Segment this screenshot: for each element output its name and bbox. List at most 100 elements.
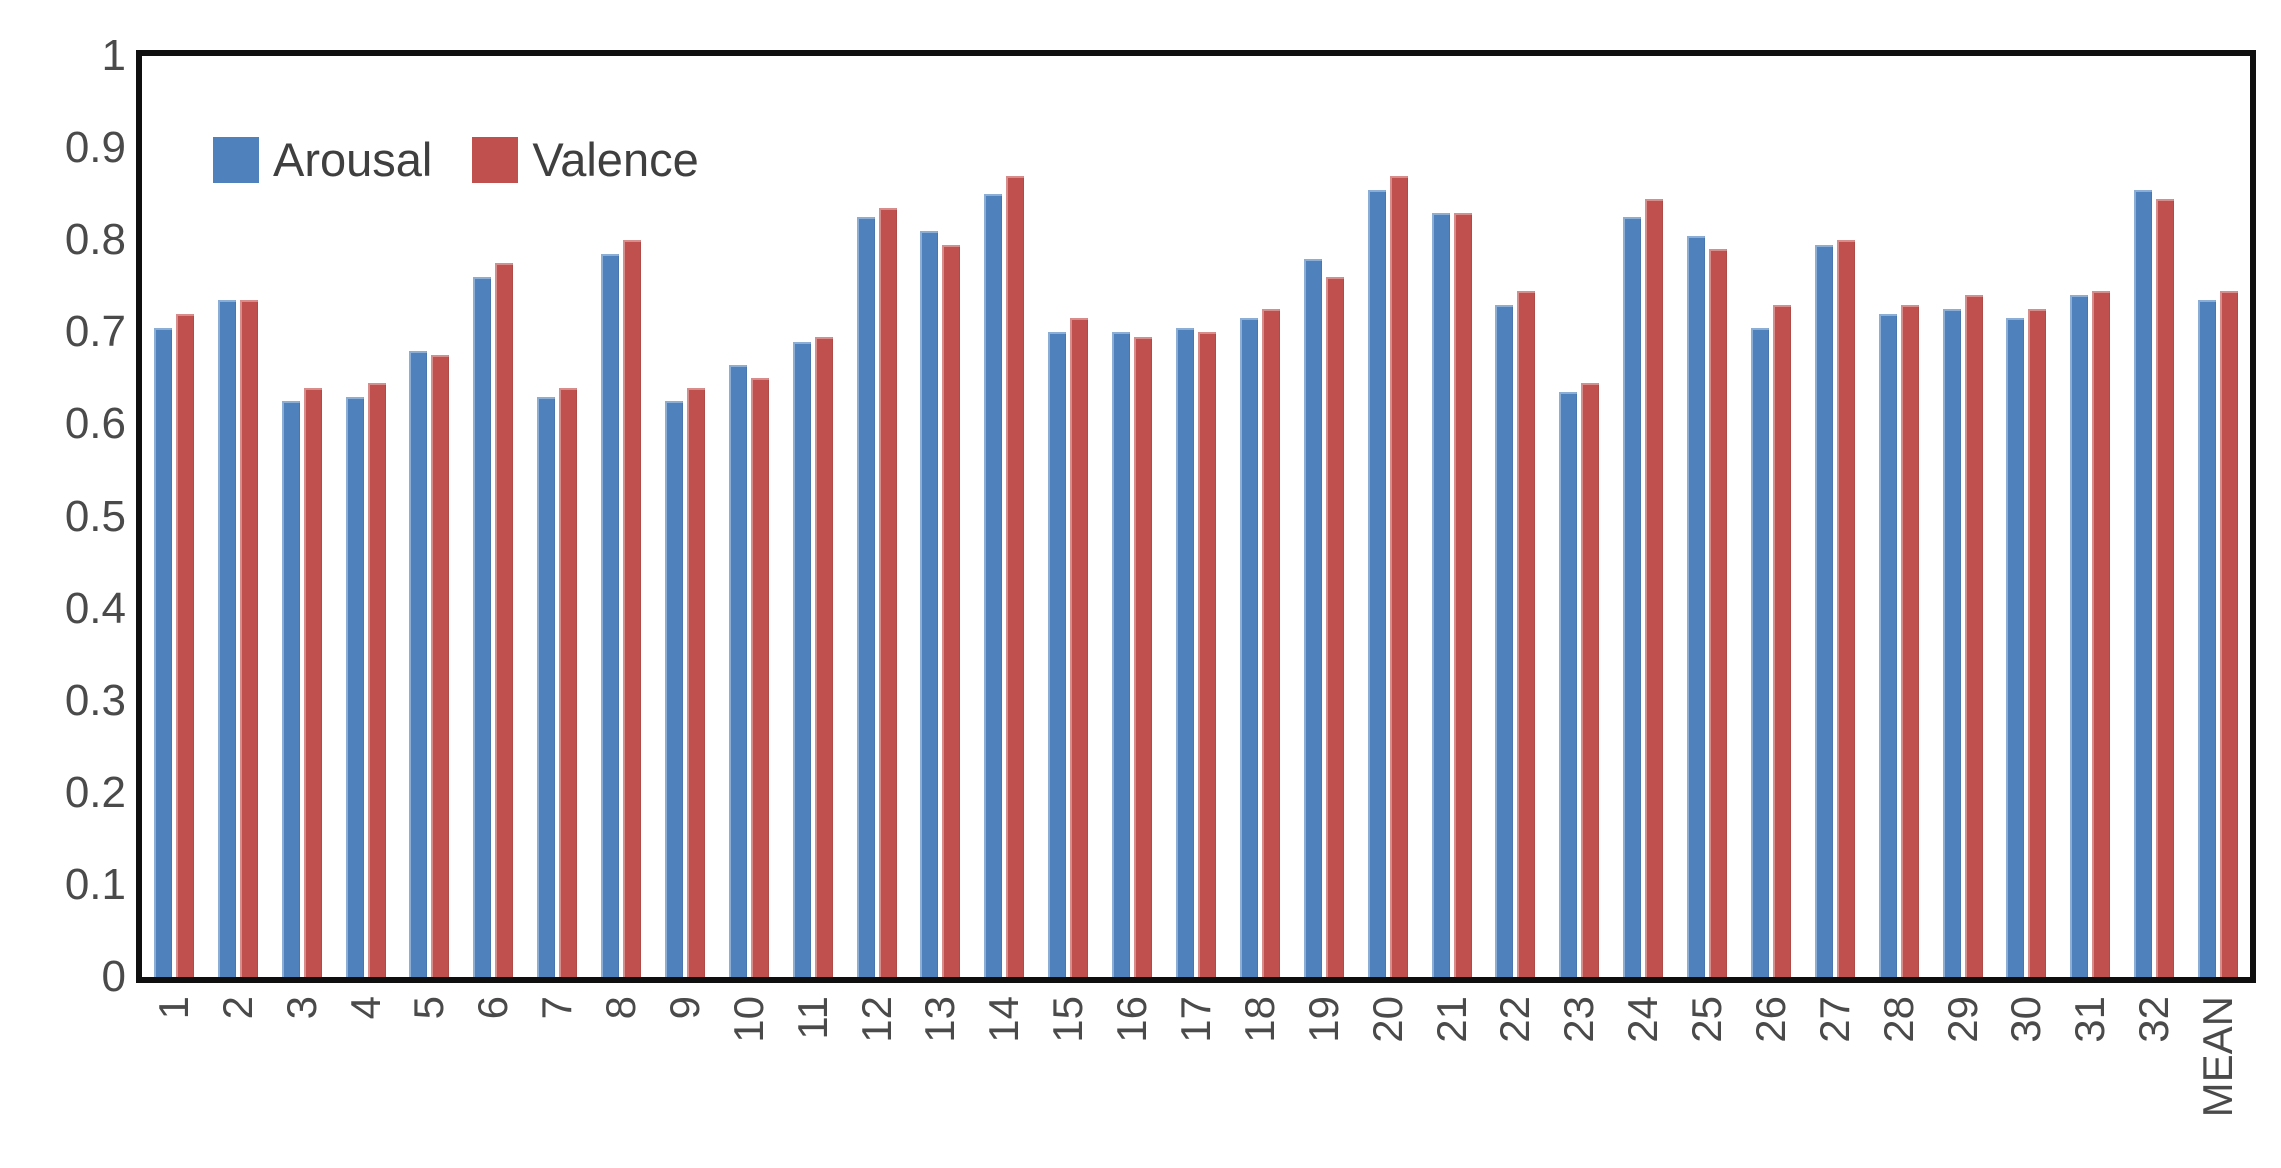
bar-arousal-28 xyxy=(1878,313,1897,977)
bar-arousal-13 xyxy=(920,230,939,977)
bar-valence-19 xyxy=(1325,277,1344,977)
x-tick-label-15: 15 xyxy=(1044,996,1092,1043)
bar-valence-4 xyxy=(367,382,386,977)
y-tick-label-0.8: 0.8 xyxy=(64,215,126,265)
bar-arousal-15 xyxy=(1048,332,1067,977)
bar-arousal-18 xyxy=(1239,318,1258,977)
bar-arousal-20 xyxy=(1367,189,1386,977)
bar-valence-26 xyxy=(1772,304,1791,977)
x-tick-label-5: 5 xyxy=(405,996,453,1020)
x-tick-label-19: 19 xyxy=(1299,996,1347,1043)
x-tick-label-12: 12 xyxy=(852,996,900,1043)
y-tick-label-0.7: 0.7 xyxy=(64,307,126,357)
bar-valence-23 xyxy=(1581,382,1600,977)
x-tick-label-18: 18 xyxy=(1235,996,1283,1043)
bar-arousal-6 xyxy=(473,277,492,977)
bar-valence-31 xyxy=(2092,290,2111,977)
bar-valence-MEAN xyxy=(2220,290,2239,977)
bar-valence-32 xyxy=(2156,198,2175,977)
x-tick-label-7: 7 xyxy=(533,996,581,1020)
bar-arousal-10 xyxy=(728,364,747,977)
x-tick-label-8: 8 xyxy=(597,996,645,1020)
bar-valence-25 xyxy=(1709,249,1728,977)
x-tick-label-21: 21 xyxy=(1427,996,1475,1043)
bar-valence-11 xyxy=(814,336,833,977)
x-tick-label-9: 9 xyxy=(660,996,708,1020)
x-tick-label-32: 32 xyxy=(2130,996,2178,1043)
bar-valence-13 xyxy=(942,244,961,977)
bar-arousal-11 xyxy=(792,341,811,977)
bar-valence-22 xyxy=(1517,290,1536,977)
x-tick-label-14: 14 xyxy=(980,996,1028,1043)
bar-valence-7 xyxy=(559,387,578,977)
bar-arousal-27 xyxy=(1814,244,1833,977)
x-tick-label-10: 10 xyxy=(724,996,772,1043)
bar-valence-16 xyxy=(1134,336,1153,977)
bar-valence-1 xyxy=(175,313,194,977)
bar-arousal-30 xyxy=(2006,318,2025,977)
bar-valence-2 xyxy=(239,300,258,977)
bar-valence-3 xyxy=(303,387,322,977)
bar-arousal-3 xyxy=(281,401,300,977)
x-tick-label-17: 17 xyxy=(1172,996,1219,1043)
bar-arousal-2 xyxy=(217,300,236,977)
bar-arousal-MEAN xyxy=(2198,300,2217,977)
x-tick-label-24: 24 xyxy=(1619,996,1667,1043)
bar-arousal-1 xyxy=(153,327,172,977)
bar-arousal-32 xyxy=(2134,189,2153,977)
y-tick-label-0.2: 0.2 xyxy=(64,767,126,817)
x-tick-label-26: 26 xyxy=(1746,996,1794,1043)
bar-valence-24 xyxy=(1645,198,1664,977)
bar-arousal-21 xyxy=(1431,212,1450,977)
bar-arousal-17 xyxy=(1176,327,1194,977)
bar-valence-21 xyxy=(1453,212,1472,977)
bar-arousal-25 xyxy=(1687,235,1706,977)
bar-arousal-22 xyxy=(1495,304,1514,977)
legend: Arousal Valence xyxy=(213,134,699,186)
bar-arousal-9 xyxy=(664,401,683,977)
x-tick-label-13: 13 xyxy=(916,996,964,1043)
x-tick-label-31: 31 xyxy=(2066,996,2114,1043)
bar-valence-9 xyxy=(686,387,705,977)
x-tick-label-6: 6 xyxy=(469,996,517,1020)
bar-arousal-8 xyxy=(601,254,620,977)
bar-valence-28 xyxy=(1900,304,1919,977)
bar-arousal-16 xyxy=(1112,332,1131,977)
x-tick-label-2: 2 xyxy=(213,996,261,1020)
y-tick-label-0.3: 0.3 xyxy=(64,675,126,725)
bar-arousal-31 xyxy=(2070,295,2089,977)
bar-arousal-23 xyxy=(1559,392,1578,977)
legend-swatch-valence xyxy=(472,137,519,183)
bar-valence-10 xyxy=(750,378,769,977)
legend-label-arousal: Arousal xyxy=(273,133,433,186)
y-tick-label-0: 0 xyxy=(101,952,126,1001)
bar-arousal-7 xyxy=(537,396,556,977)
x-tick-label-3: 3 xyxy=(277,996,325,1020)
x-tick-label-11: 11 xyxy=(788,996,836,1040)
plot-area xyxy=(136,50,2256,983)
legend-swatch-arousal xyxy=(213,137,259,183)
y-tick-label-1: 1 xyxy=(101,31,126,80)
bar-arousal-4 xyxy=(345,396,364,977)
bar-valence-29 xyxy=(1964,295,1983,977)
x-tick-label-1: 1 xyxy=(149,996,197,1020)
x-tick-label-30: 30 xyxy=(2002,996,2050,1043)
x-tick-label-22: 22 xyxy=(1491,996,1539,1043)
x-tick-label-29: 29 xyxy=(1938,996,1986,1043)
legend-label-valence: Valence xyxy=(532,133,699,186)
bar-valence-15 xyxy=(1070,318,1089,977)
bar-valence-18 xyxy=(1261,309,1280,977)
y-tick-label-0.9: 0.9 xyxy=(64,123,126,173)
bar-arousal-14 xyxy=(984,194,1003,977)
bar-valence-6 xyxy=(495,263,514,977)
bar-arousal-5 xyxy=(409,350,428,977)
y-tick-label-0.1: 0.1 xyxy=(64,859,126,909)
x-tick-label-25: 25 xyxy=(1683,996,1731,1043)
bar-valence-20 xyxy=(1389,175,1408,977)
bar-valence-12 xyxy=(878,207,897,977)
x-tick-label-23: 23 xyxy=(1555,996,1603,1043)
bar-valence-30 xyxy=(2028,309,2047,977)
bar-arousal-26 xyxy=(1750,327,1769,977)
bar-arousal-29 xyxy=(1942,309,1961,977)
